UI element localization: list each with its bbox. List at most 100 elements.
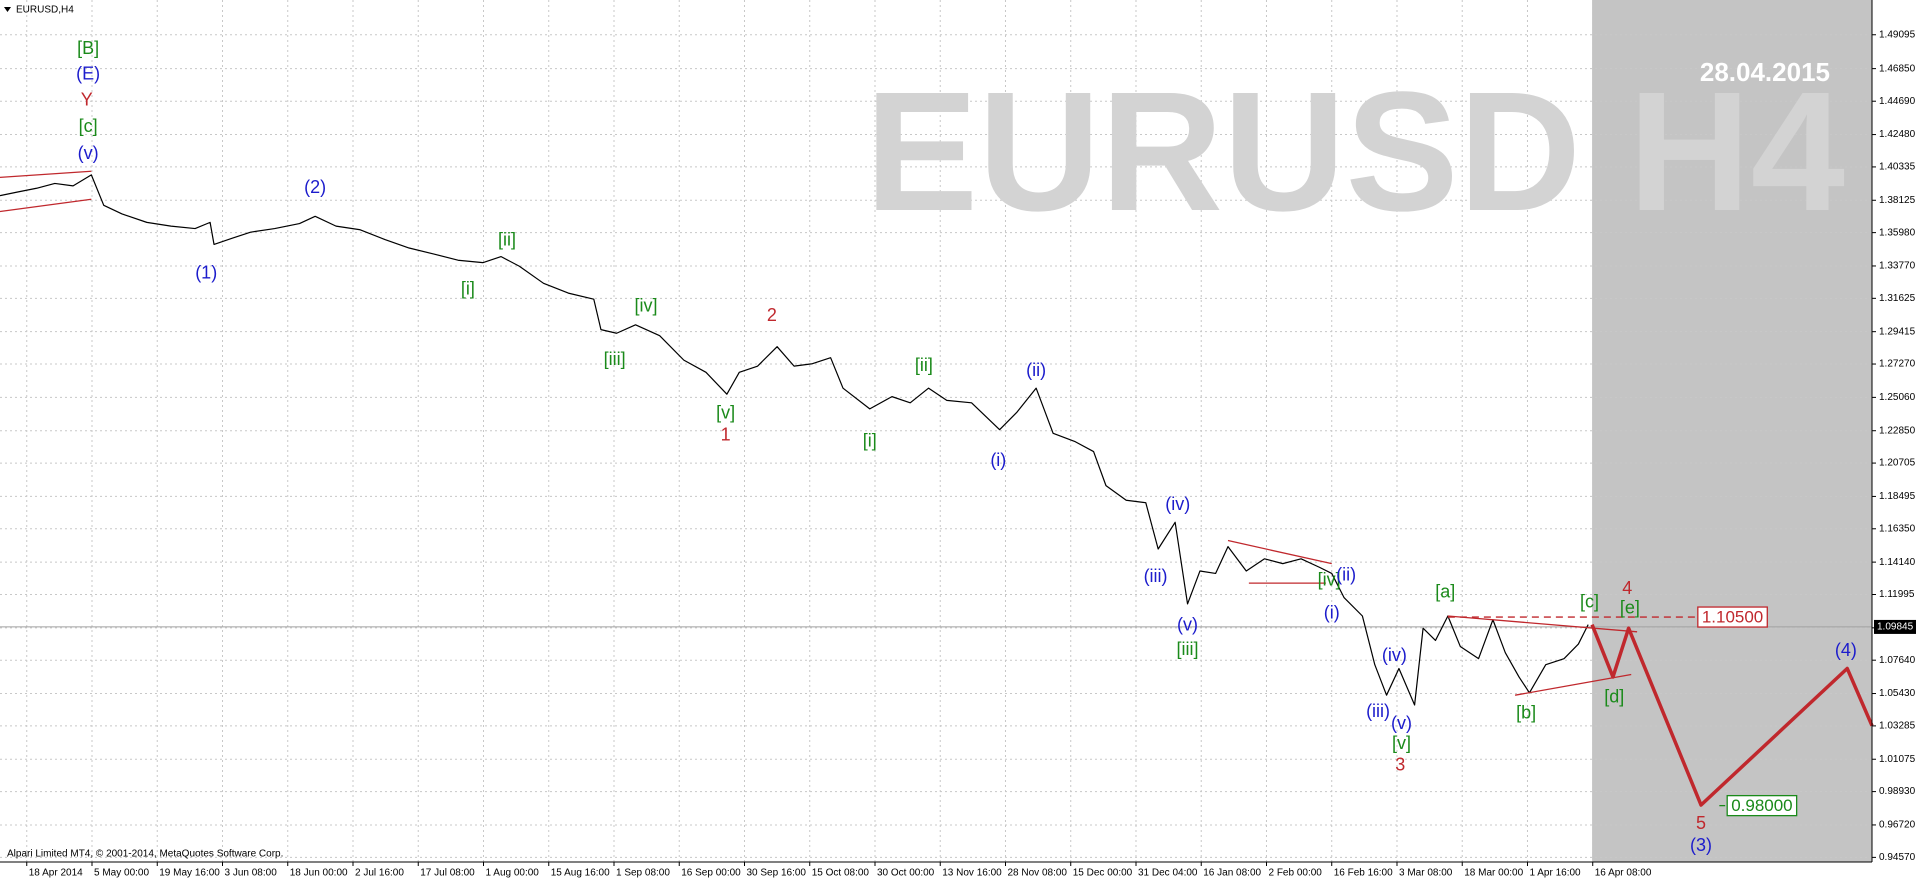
y-tick-label: 1.16350 [1879,523,1916,534]
price-line [0,174,1589,706]
trendline [1227,539,1332,565]
wave-label: (iii) [1144,566,1168,586]
x-tick-label: 28 Nov 08:00 [1007,868,1067,879]
y-tick-label: 0.94570 [1879,852,1916,863]
y-tick-label: 1.44690 [1879,96,1916,107]
wave-label: (ii) [1336,565,1356,585]
x-tick-label: 30 Sep 16:00 [746,868,806,879]
trendline [0,170,92,179]
x-tick-label: 16 Feb 16:00 [1334,868,1393,879]
wave-label: (i) [1324,602,1340,622]
x-tick-label: 16 Jan 08:00 [1203,868,1261,879]
wave-label: [ii] [915,355,933,375]
y-tick-label: 1.38125 [1879,195,1916,206]
wave-label: [B] [77,38,99,58]
y-tick-label: 1.22850 [1879,425,1916,436]
trendline [0,198,92,213]
wave-label: [iv] [1318,569,1341,589]
y-tick-label: 1.20705 [1879,458,1916,469]
y-tick-label: 1.35980 [1879,227,1916,238]
y-tick-label: 1.40335 [1879,162,1916,173]
wave-label: (v) [1391,713,1412,733]
x-tick-label: 18 Mar 00:00 [1464,868,1523,879]
wave-label: 3 [1395,755,1405,775]
wave-label: [v] [716,403,735,423]
wave-label: [i] [461,278,475,298]
wave-label: [iii] [1177,639,1199,659]
x-tick-label: 19 May 16:00 [159,868,220,879]
y-tick-label: 0.98930 [1879,786,1916,797]
wave-label: (3) [1690,835,1712,855]
y-tick-label: 1.05430 [1879,688,1916,699]
x-tick-label: 5 May 00:00 [94,868,149,879]
wave-label: (iv) [1165,494,1190,514]
wave-label: [a] [1435,582,1455,602]
x-tick-label: 30 Oct 00:00 [877,868,935,879]
x-tick-label: 15 Dec 00:00 [1073,868,1133,879]
x-tick-label: 1 Apr 16:00 [1529,868,1581,879]
x-tick-label: 18 Jun 00:00 [290,868,348,879]
wave-label: [ii] [498,230,516,250]
wave-label: [iv] [634,295,657,315]
x-tick-label: 1 Sep 08:00 [616,868,670,879]
y-tick-label: 0.96720 [1879,820,1916,831]
wave-label: [b] [1516,702,1536,722]
wave-label: (ii) [1026,360,1046,380]
y-tick-label: 1.14140 [1879,557,1916,568]
wave-label: (2) [304,177,326,197]
wave-label: [c] [79,116,98,136]
wave-label: [e] [1620,597,1640,617]
level-box [1697,606,1768,628]
x-tick-label: 13 Nov 16:00 [942,868,1002,879]
y-tick-label: 1.31625 [1879,293,1916,304]
footer: Alpari Limited MT4, © 2001-2014, MetaQuo… [7,849,283,860]
y-tick-label: 1.18495 [1879,491,1916,502]
y-tick-label: 1.07640 [1879,655,1916,666]
y-tick-label: 1.33770 [1879,261,1916,272]
y-tick-label: 1.27270 [1879,359,1916,370]
wave-label: [iii] [604,349,626,369]
wave-label: (4) [1835,640,1857,660]
wave-label: (iv) [1382,645,1407,665]
x-tick-label: 17 Jul 08:00 [420,868,475,879]
y-tick-label: 1.46850 [1879,63,1916,74]
x-tick-label: 2 Jul 16:00 [355,868,404,879]
forecast-line [1590,623,1874,807]
x-tick-label: 15 Aug 16:00 [551,868,610,879]
y-tick-label: 1.11995 [1879,589,1915,600]
trendline [1447,615,1638,633]
level-label: 0.98000 [1731,796,1792,815]
wave-label: 5 [1696,813,1706,833]
date-stamp: 28.04.2015 [1700,57,1830,87]
y-tick-label: 1.29415 [1879,326,1916,337]
wave-label: (iii) [1366,701,1390,721]
wave-label: 2 [767,305,777,325]
y-tick-label: 1.01075 [1879,754,1916,765]
y-tick-label: 1.25060 [1879,392,1916,403]
x-tick-label: 2 Feb 00:00 [1268,868,1322,879]
menu-icon [4,7,11,12]
wave-label: [i] [863,430,877,450]
x-tick-label: 31 Dec 04:00 [1138,868,1198,879]
x-tick-label: 3 Jun 08:00 [224,868,277,879]
y-tick-label: 1.49095 [1879,29,1916,40]
wave-label: Y [81,89,93,109]
wave-label: [d] [1604,687,1624,707]
level-label: 1.10500 [1702,608,1763,627]
wave-label: 1 [721,424,731,444]
current-price-label: 1.09845 [1877,622,1914,633]
level-box [1726,794,1798,817]
x-tick-label: 15 Oct 08:00 [812,868,870,879]
x-tick-label: 16 Sep 00:00 [681,868,741,879]
chart-title: EURUSD,H4 [16,5,74,16]
wave-label: (i) [990,450,1006,470]
wave-label: 4 [1622,578,1632,598]
watermark: EURUSD H4 [865,57,1845,247]
wave-label: (v) [1177,615,1198,635]
trendline [1514,673,1632,696]
y-tick-label: 1.42480 [1879,129,1916,140]
x-tick-label: 18 Apr 2014 [29,868,83,879]
wave-label: (E) [76,64,100,84]
